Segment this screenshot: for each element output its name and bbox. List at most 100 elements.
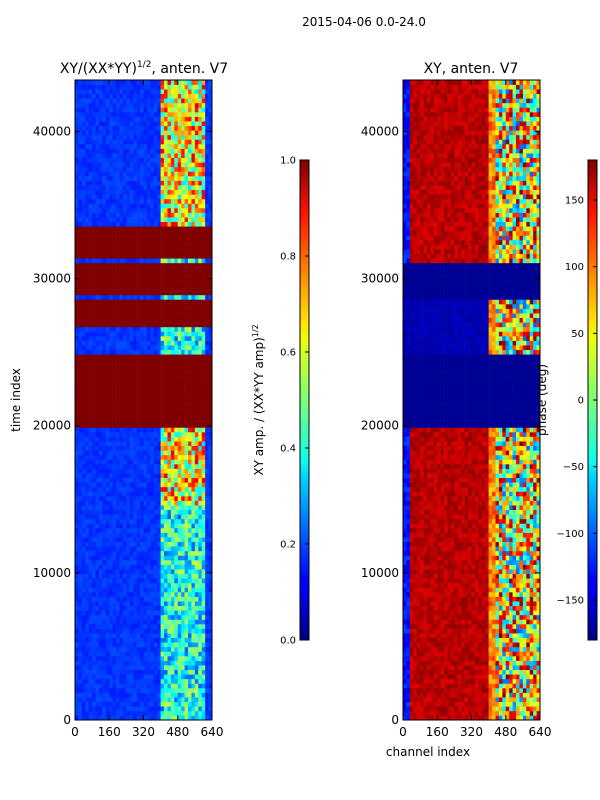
- heatmap-cell: [201, 546, 206, 552]
- heatmap-cell: [92, 587, 96, 593]
- heatmap-cell: [157, 395, 161, 401]
- heatmap-cell: [177, 322, 182, 328]
- heatmap-cell: [88, 249, 93, 255]
- heatmap-cell: [143, 706, 148, 712]
- heatmap-cell: [177, 221, 182, 227]
- heatmap-cell: [146, 500, 151, 506]
- heatmap-cell: [98, 427, 103, 433]
- heatmap-cell: [119, 331, 124, 337]
- heatmap-cell: [170, 660, 175, 666]
- heatmap-cell: [140, 368, 144, 373]
- heatmap-cell: [136, 313, 141, 319]
- heatmap-cell: [112, 596, 117, 602]
- heatmap-cell: [150, 226, 155, 232]
- heatmap-cell: [109, 550, 113, 556]
- heatmap-cell: [126, 272, 131, 277]
- heatmap-cell: [102, 514, 107, 520]
- heatmap-cell: [102, 482, 107, 488]
- heatmap-cell: [136, 422, 141, 428]
- heatmap-cell: [174, 354, 179, 360]
- heatmap-cell: [170, 203, 175, 209]
- heatmap-cell: [136, 560, 141, 565]
- heatmap-cell: [122, 326, 127, 332]
- heatmap-cell: [78, 532, 83, 538]
- heatmap-cell: [105, 148, 110, 154]
- heatmap-cell: [136, 660, 141, 666]
- heatmap-cell: [126, 482, 131, 488]
- heatmap-cell: [174, 368, 179, 373]
- heatmap-cell: [136, 262, 141, 268]
- heatmap-cell: [81, 381, 86, 387]
- heatmap-cell: [177, 363, 182, 369]
- heatmap-cell: [164, 262, 168, 268]
- heatmap-cell: [174, 322, 179, 328]
- heatmap-cell: [122, 331, 127, 337]
- heatmap-cell: [109, 230, 113, 236]
- heatmap-cell: [146, 523, 151, 529]
- heatmap-cell: [95, 619, 100, 625]
- heatmap-cell: [98, 546, 103, 552]
- heatmap-cell: [167, 665, 172, 671]
- heatmap-cell: [194, 294, 199, 300]
- heatmap-cell: [122, 148, 127, 154]
- heatmap-cell: [95, 331, 100, 337]
- heatmap-cell: [143, 669, 148, 675]
- heatmap-cell: [194, 308, 199, 314]
- heatmap-cell: [191, 422, 196, 428]
- heatmap-cell: [85, 619, 89, 625]
- heatmap-cell: [167, 646, 172, 652]
- heatmap-cell: [140, 308, 144, 314]
- heatmap-cell: [164, 166, 168, 172]
- heatmap-cell: [78, 555, 83, 561]
- heatmap-cell: [81, 166, 86, 172]
- heatmap-cell: [167, 523, 172, 529]
- heatmap-cell: [208, 308, 213, 314]
- heatmap-cell: [105, 217, 110, 223]
- heatmap-cell: [78, 212, 83, 218]
- heatmap-cell: [116, 610, 120, 616]
- heatmap-cell: [98, 596, 103, 602]
- heatmap-cell: [157, 473, 161, 479]
- heatmap-cell: [85, 326, 89, 332]
- heatmap-cell: [181, 185, 185, 191]
- heatmap-cell: [109, 272, 113, 277]
- heatmap-cell: [136, 656, 141, 661]
- heatmap-cell: [191, 404, 196, 410]
- heatmap-cell: [102, 573, 107, 579]
- heatmap-cell: [119, 669, 124, 675]
- heatmap-cell: [98, 267, 103, 273]
- heatmap-cell: [102, 180, 107, 186]
- heatmap-cell: [170, 363, 175, 369]
- heatmap-cell: [191, 194, 196, 200]
- heatmap-cell: [143, 656, 148, 661]
- heatmap-cell: [119, 450, 124, 456]
- heatmap-cell: [133, 450, 137, 456]
- heatmap-cell: [112, 592, 117, 597]
- heatmap-cell: [146, 409, 151, 415]
- heatmap-cell: [109, 294, 113, 300]
- heatmap-cell: [95, 304, 100, 309]
- heatmap-cell: [88, 688, 93, 693]
- heatmap-cell: [102, 628, 107, 634]
- heatmap-cell: [109, 336, 113, 341]
- heatmap-cell: [136, 413, 141, 419]
- heatmap-cell: [75, 610, 79, 616]
- heatmap-cell: [164, 628, 168, 634]
- heatmap-cell: [109, 317, 113, 323]
- heatmap-cell: [177, 477, 182, 483]
- heatmap-cell: [167, 464, 172, 469]
- heatmap-cell: [153, 628, 158, 634]
- heatmap-cell: [167, 340, 172, 346]
- heatmap-cell: [102, 505, 107, 511]
- heatmap-cell: [164, 651, 168, 657]
- heatmap-cell: [208, 400, 213, 405]
- heatmap-cell: [150, 496, 155, 501]
- heatmap-cell: [102, 358, 107, 364]
- heatmap-cell: [208, 194, 213, 200]
- heatmap-cell: [133, 692, 137, 698]
- heatmap-cell: [164, 418, 168, 424]
- heatmap-cell: [122, 715, 127, 721]
- heatmap-cell: [126, 701, 131, 707]
- heatmap-cell: [136, 157, 141, 163]
- heatmap-cell: [164, 445, 168, 451]
